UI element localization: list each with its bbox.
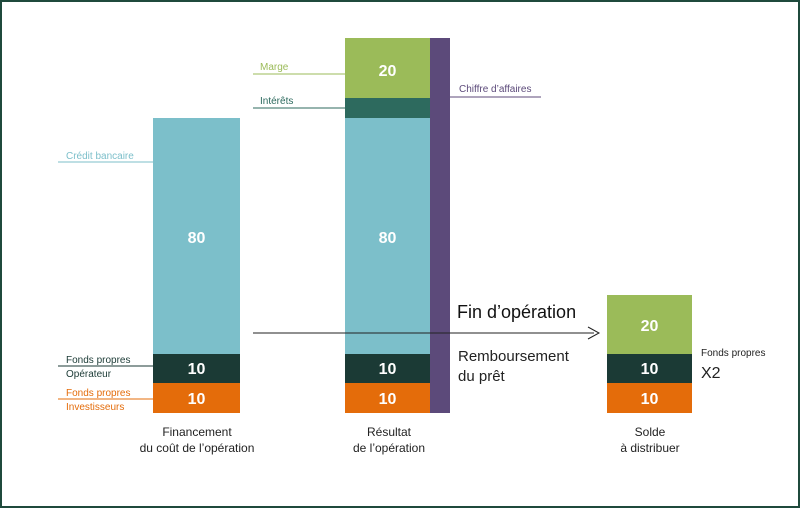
label-fp-operateur-1: Fonds propres (66, 355, 130, 366)
bar-resultat-investisseurs (345, 383, 430, 413)
value-solde-operateur: 10 (641, 361, 659, 378)
caption-solde-1: Solde (635, 425, 666, 439)
caption-financement-1: Financement (162, 425, 232, 439)
bar-chiffre-affaires (430, 38, 450, 413)
label-marge: Marge (260, 62, 289, 73)
label-fin-operation: Fin d’opération (457, 302, 576, 322)
label-fonds-propres-solde: Fonds propres (701, 348, 765, 359)
value-credit-rembourse: 80 (379, 230, 397, 247)
label-credit-bancaire: Crédit bancaire (66, 151, 134, 162)
bar-credit-rembourse (345, 118, 430, 354)
label-fp-investisseurs-1: Fonds propres (66, 388, 130, 399)
label-fp-operateur-2: Opérateur (66, 369, 112, 380)
value-marge: 20 (379, 63, 397, 80)
bar-fonds-propres-investisseurs (153, 383, 240, 413)
bar-solde-investisseurs (607, 383, 692, 413)
bar-solde-operateur (607, 354, 692, 383)
caption-resultat-2: de l’opération (353, 441, 425, 455)
bar-marge (345, 38, 430, 98)
label-fp-investisseurs-2: Investisseurs (66, 402, 124, 413)
value-resultat-operateur: 10 (379, 361, 397, 378)
bar-fonds-propres-operateur (153, 354, 240, 383)
bar-resultat-operateur (345, 354, 430, 383)
label-multiplier: X2 (701, 365, 721, 382)
value-solde-investisseurs: 10 (641, 391, 659, 408)
value-solde-marge: 20 (641, 318, 659, 335)
label-interets: Intérêts (260, 96, 293, 107)
label-chiffre-affaires: Chiffre d’affaires (459, 84, 531, 95)
bar-interets (345, 98, 430, 118)
label-remboursement-2: du prêt (458, 368, 506, 385)
label-remboursement-1: Remboursement (458, 348, 570, 365)
caption-solde-2: à distribuer (620, 441, 679, 455)
value-fonds-propres-operateur: 10 (188, 361, 206, 378)
caption-resultat-1: Résultat (367, 425, 412, 439)
value-credit-bancaire: 80 (188, 230, 206, 247)
value-resultat-investisseurs: 10 (379, 391, 397, 408)
bar-solde-marge (607, 295, 692, 354)
arrow-head-icon (587, 326, 601, 340)
value-fonds-propres-investisseurs: 10 (188, 391, 206, 408)
caption-financement-2: du coût de l’opération (140, 441, 255, 455)
bar-credit-bancaire (153, 118, 240, 354)
